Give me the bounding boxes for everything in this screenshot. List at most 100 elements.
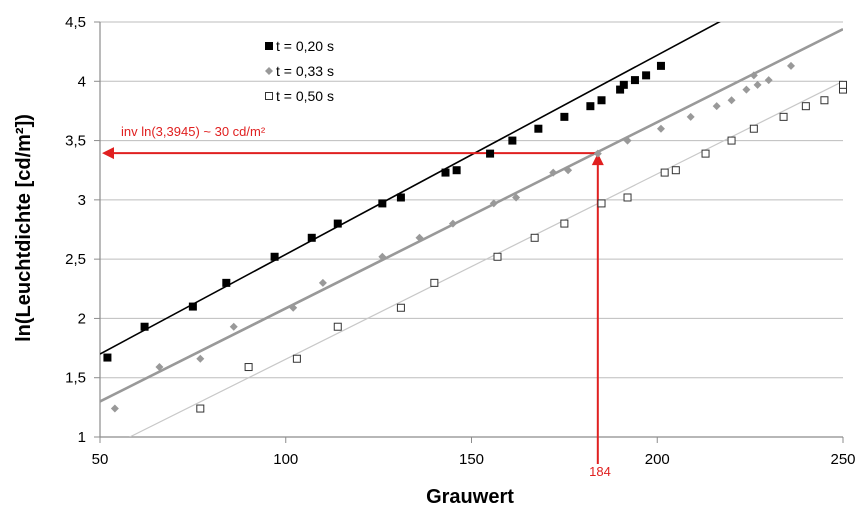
trendlines — [100, 22, 843, 437]
data-point — [508, 136, 517, 145]
y-tick-label: 2,5 — [65, 251, 86, 268]
annotation-arrowhead-left — [102, 147, 114, 160]
data-point — [586, 102, 595, 111]
data-point — [839, 80, 847, 89]
data-point — [486, 149, 495, 158]
data-point — [671, 166, 680, 175]
legend-marker — [265, 67, 273, 75]
data-point — [396, 193, 405, 202]
annotation-lines — [102, 147, 604, 464]
y-axis-title: ln(Leuchtdichte [cd/m²]) — [13, 114, 35, 342]
data-point — [441, 168, 450, 177]
x-tick-label: 250 — [830, 451, 855, 468]
legend-marker — [265, 92, 273, 100]
y-tick-label: 4 — [78, 73, 86, 90]
data-point — [333, 322, 342, 331]
data-point — [222, 278, 231, 287]
data-point — [656, 124, 665, 133]
data-point — [244, 363, 253, 372]
data-point — [318, 278, 327, 287]
legend-marker — [265, 42, 273, 50]
legend-label: t = 0,20 s — [276, 38, 334, 54]
data-point — [415, 233, 424, 242]
data-point — [564, 166, 573, 175]
data-point — [801, 102, 810, 111]
data-point — [656, 61, 665, 70]
x-tick-label: 200 — [645, 451, 670, 468]
data-point — [779, 112, 788, 121]
data-point — [448, 219, 457, 228]
data-point — [742, 85, 751, 94]
y-tick-label: 3 — [78, 192, 86, 209]
data-point — [623, 136, 632, 145]
gridlines — [100, 21, 843, 379]
y-tick-label: 1,5 — [65, 370, 86, 387]
data-point — [749, 71, 758, 80]
data-point — [727, 136, 736, 145]
data-point — [660, 168, 669, 177]
data-point — [196, 354, 205, 363]
data-point — [140, 322, 149, 331]
data-point — [155, 363, 164, 372]
data-point — [597, 96, 606, 105]
data-point — [753, 80, 762, 89]
data-point — [430, 278, 439, 287]
data-point — [292, 354, 301, 363]
tick-labels: 1 1,5 2 2,5 3 3,5 4 4,5 50 100 150 200 250 — [65, 14, 855, 468]
annotation-arrowhead-up — [591, 153, 604, 166]
data-point — [289, 303, 298, 312]
data-point — [619, 80, 628, 89]
axes — [94, 21, 844, 443]
annotation-x-label: 184 — [589, 464, 611, 479]
data-point — [642, 71, 651, 80]
data-point — [196, 404, 205, 413]
legend-label: t = 0,33 s — [276, 63, 334, 79]
trendline — [100, 22, 721, 355]
data-point — [764, 76, 773, 85]
data-point — [616, 85, 625, 94]
data-point — [307, 233, 316, 242]
data-point — [110, 404, 119, 413]
legend: t = 0,20 s t = 0,33 s t = 0,50 s — [265, 38, 334, 104]
data-point — [686, 112, 695, 121]
data-point — [727, 96, 736, 105]
data-point — [270, 252, 279, 261]
data-point — [560, 219, 569, 228]
annotation-label: inv ln(3,3945) ~ 30 cd/m² — [121, 124, 266, 139]
data-point — [560, 112, 569, 121]
data-point — [452, 166, 461, 175]
data-point — [333, 219, 342, 228]
data-point — [534, 124, 543, 133]
data-point — [623, 193, 632, 202]
x-tick-label: 150 — [459, 451, 484, 468]
data-point — [549, 168, 558, 177]
y-tick-label: 4,5 — [65, 14, 86, 31]
x-tick-label: 100 — [273, 451, 298, 468]
trendline — [129, 80, 843, 437]
data-point — [229, 322, 238, 331]
data-point — [378, 252, 387, 261]
data-point — [493, 252, 502, 261]
data-point — [396, 303, 405, 312]
data-point — [749, 124, 758, 133]
data-point — [530, 233, 539, 242]
data-point — [103, 353, 112, 362]
data-point — [712, 102, 721, 111]
data-point — [630, 76, 639, 85]
data-point — [512, 193, 521, 202]
data-points — [103, 61, 847, 413]
legend-label: t = 0,50 s — [276, 88, 334, 104]
data-point — [378, 199, 387, 208]
y-tick-label: 3,5 — [65, 133, 86, 150]
x-axis-title: Grauwert — [426, 486, 514, 508]
data-point — [489, 199, 498, 208]
trendline — [100, 27, 843, 403]
data-point — [597, 199, 606, 208]
data-point — [188, 302, 197, 311]
data-point — [786, 61, 795, 70]
y-tick-label: 1 — [78, 429, 86, 446]
data-point — [593, 149, 602, 158]
data-point — [820, 96, 829, 105]
x-tick-label: 50 — [92, 451, 109, 468]
